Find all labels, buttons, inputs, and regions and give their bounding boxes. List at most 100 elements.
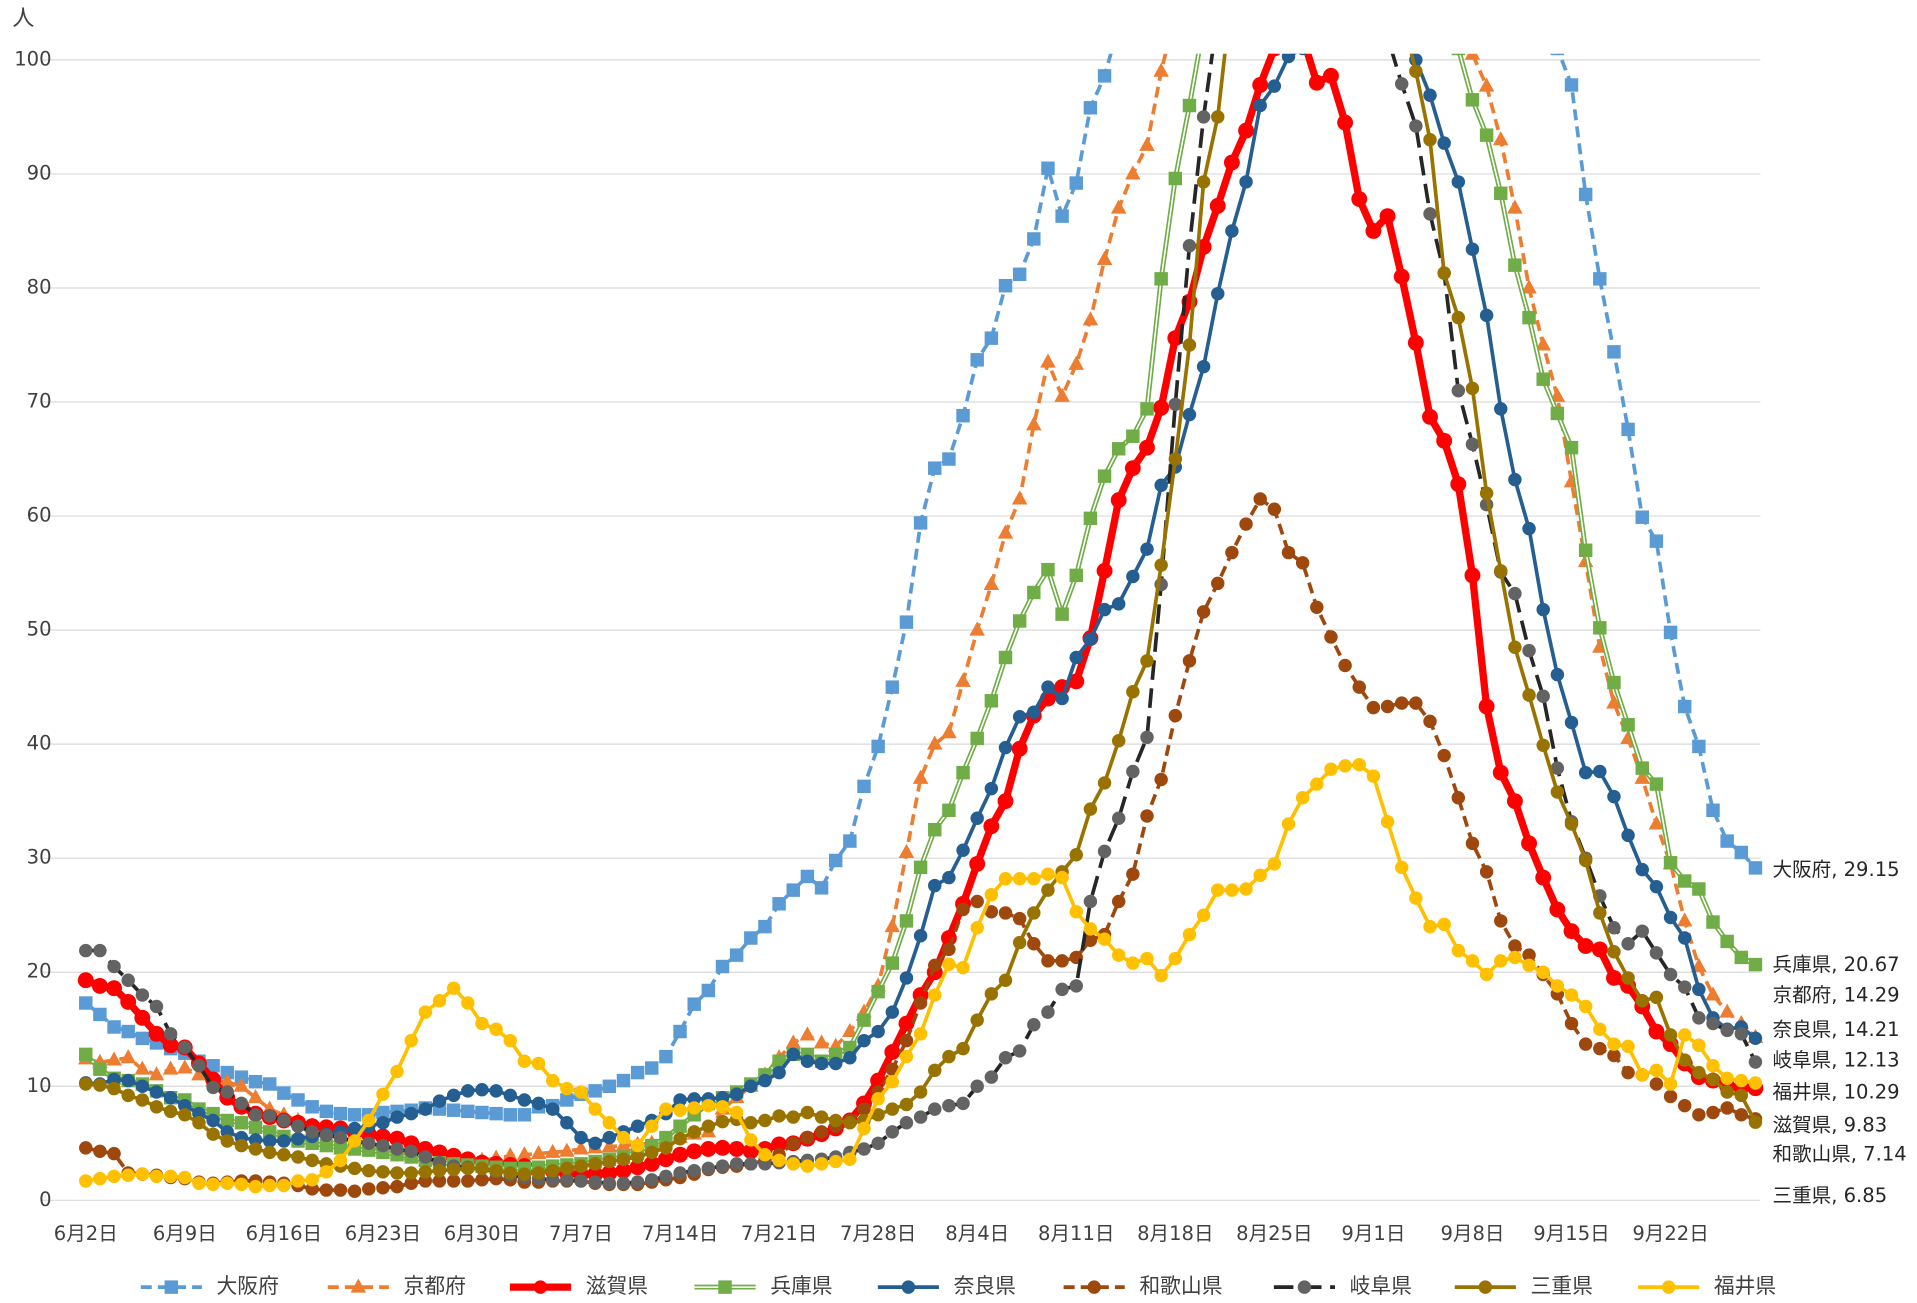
marker [772, 1109, 786, 1123]
marker [813, 1034, 830, 1049]
marker [376, 1181, 390, 1195]
marker [1720, 934, 1734, 949]
marker [1211, 576, 1225, 591]
marker [718, 1280, 732, 1294]
marker [1494, 402, 1508, 416]
marker [1379, 208, 1396, 225]
marker [1055, 982, 1069, 997]
marker [1365, 223, 1382, 239]
marker [1564, 988, 1579, 1002]
marker [1012, 1044, 1027, 1058]
marker [1549, 901, 1566, 918]
marker [446, 981, 461, 995]
marker [475, 1161, 489, 1176]
marker [1253, 98, 1267, 113]
marker [857, 1121, 871, 1136]
marker [1393, 268, 1410, 285]
marker [347, 1108, 362, 1122]
marker [1663, 967, 1678, 982]
marker [79, 1174, 93, 1188]
marker [616, 1130, 631, 1145]
marker [1027, 585, 1041, 600]
marker [913, 1110, 928, 1124]
marker [1111, 442, 1126, 456]
marker [1634, 769, 1651, 784]
marker [262, 1178, 277, 1193]
marker [956, 1096, 970, 1111]
marker [107, 1081, 121, 1096]
marker [1126, 867, 1140, 881]
marker [1154, 558, 1168, 572]
marker [1012, 614, 1027, 628]
marker [800, 1130, 815, 1145]
marker [148, 1025, 165, 1042]
marker [729, 1087, 744, 1101]
marker [898, 1015, 915, 1032]
marker [1621, 422, 1635, 437]
marker [1621, 828, 1635, 843]
marker [1536, 602, 1550, 617]
marker [1437, 748, 1451, 763]
marker [93, 1144, 107, 1159]
marker [1308, 74, 1325, 91]
marker [1041, 562, 1055, 577]
x-tick-label: 8月18日 [1137, 1222, 1213, 1245]
marker [1182, 338, 1197, 352]
marker [1168, 397, 1183, 412]
marker [1055, 691, 1069, 706]
marker [461, 1104, 475, 1119]
marker [901, 1280, 916, 1294]
marker [319, 1165, 334, 1179]
marker [206, 1177, 220, 1192]
marker [885, 1125, 900, 1139]
marker [1522, 643, 1536, 658]
marker [630, 1065, 645, 1080]
marker [106, 1051, 122, 1066]
marker [1211, 286, 1225, 301]
marker [277, 1113, 291, 1128]
marker [1706, 915, 1720, 929]
marker [913, 1085, 928, 1099]
x-tick-label: 8月4日 [945, 1222, 1009, 1245]
marker [1409, 64, 1423, 79]
marker [1478, 698, 1495, 715]
marker [1366, 769, 1381, 783]
marker [602, 1130, 617, 1145]
marker [1649, 534, 1664, 548]
marker [630, 1150, 645, 1164]
marker [984, 987, 999, 1001]
marker [1380, 814, 1395, 829]
marker [601, 1138, 618, 1153]
marker [673, 1103, 687, 1117]
marker [729, 948, 744, 962]
marker [758, 1147, 772, 1162]
marker [1394, 77, 1409, 91]
marker [1012, 872, 1027, 886]
marker [1012, 935, 1027, 950]
marker [1521, 279, 1537, 294]
marker [347, 1161, 362, 1176]
marker [715, 1100, 730, 1114]
marker [446, 1088, 461, 1103]
marker [248, 1179, 263, 1194]
marker [1508, 258, 1522, 272]
marker [333, 1130, 348, 1145]
marker [1535, 869, 1552, 886]
marker [277, 1134, 291, 1148]
marker [1083, 802, 1098, 816]
marker [291, 1132, 305, 1146]
marker [1027, 1017, 1041, 1032]
marker [1706, 803, 1720, 818]
marker [1692, 1108, 1706, 1122]
marker [1182, 654, 1197, 668]
marker [998, 740, 1013, 755]
y-tick-label: 30 [27, 846, 52, 869]
marker [1239, 517, 1253, 531]
marker [1140, 654, 1154, 668]
marker [220, 1134, 234, 1148]
marker [687, 997, 701, 1011]
marker [1069, 905, 1083, 919]
marker [1423, 714, 1437, 729]
marker [305, 1173, 319, 1187]
marker [998, 973, 1013, 987]
